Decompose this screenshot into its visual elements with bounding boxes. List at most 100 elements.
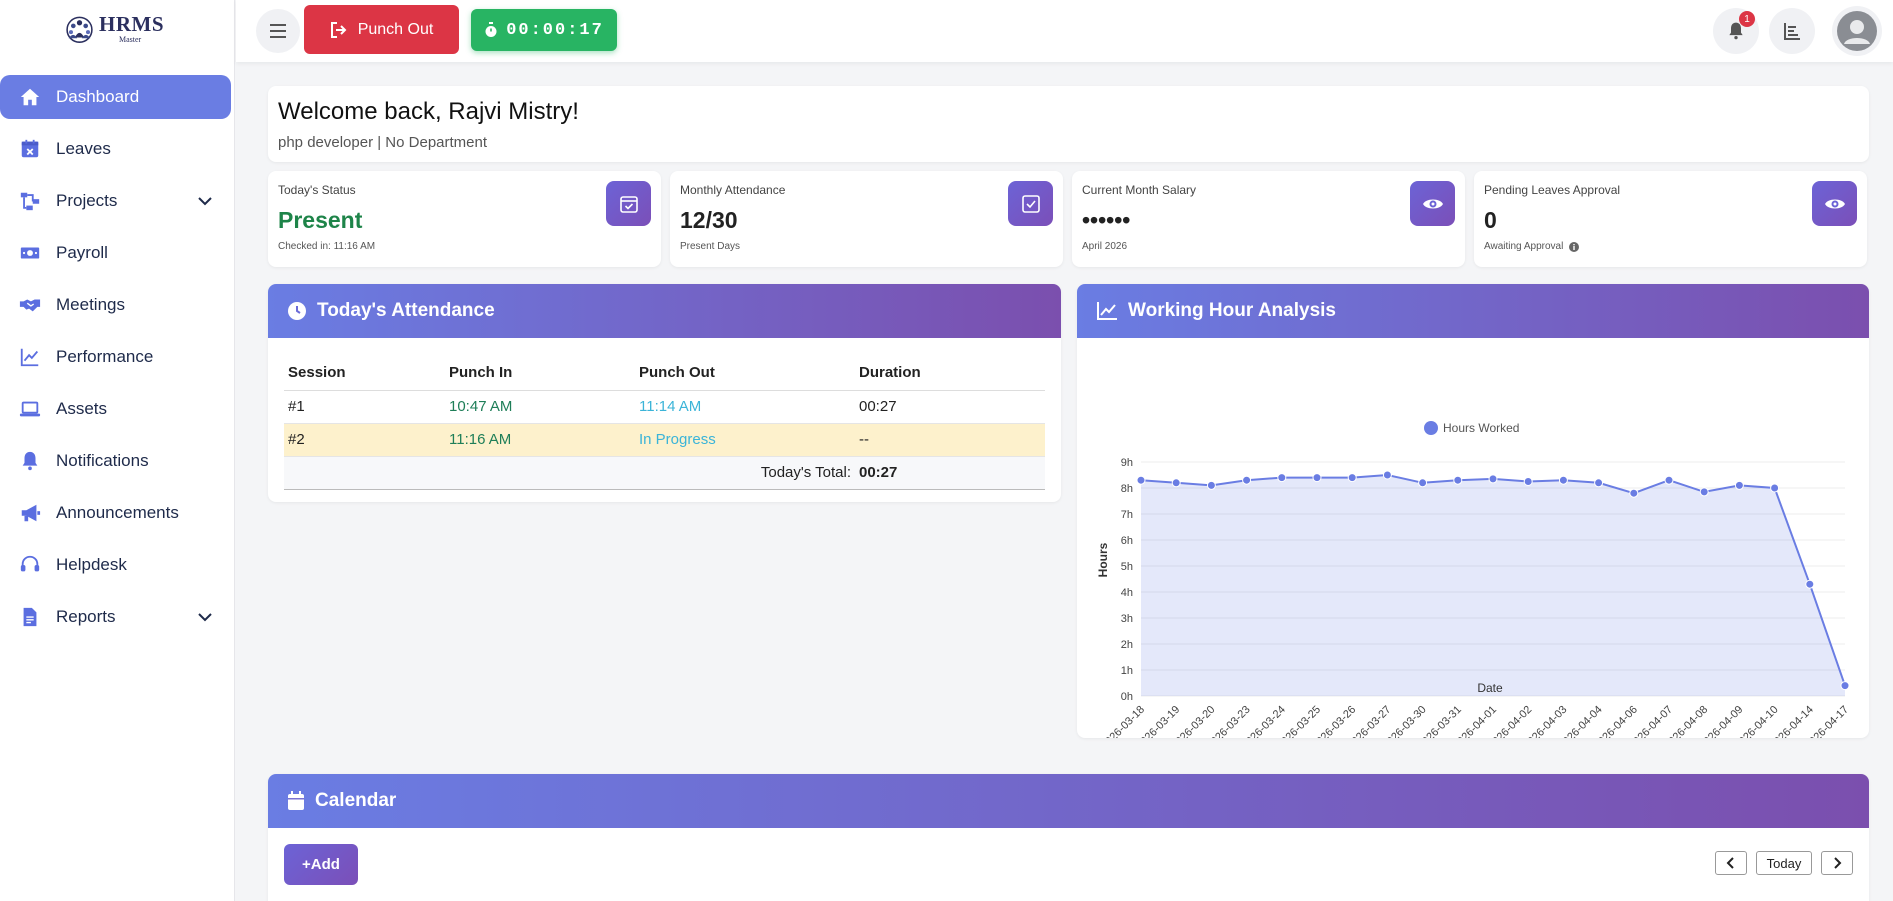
data-point[interactable] [1347, 473, 1357, 483]
working-hour-card: Working Hour Analysis 0h 1h 2h 3h 4h 5h 6h 7h 8h… [1077, 284, 1869, 738]
y-tick-label: 9h [1121, 457, 1133, 469]
menu-toggle-button[interactable] [256, 9, 300, 53]
data-point[interactable] [1523, 477, 1533, 486]
data-point[interactable] [1206, 480, 1216, 490]
data-point[interactable] [1453, 475, 1463, 485]
sidebar-item-notifications[interactable]: Notifications [0, 439, 231, 483]
show-salary-button[interactable] [1410, 181, 1455, 226]
sidebar: HRMS Master Dashboard Leaves [0, 0, 235, 901]
calendar-icon [288, 791, 304, 810]
eye-icon [1422, 199, 1443, 208]
stat-card-current-month-salary: Current Month Salary •••••• April 2026 [1072, 171, 1465, 267]
data-point[interactable] [1594, 478, 1604, 488]
sidebar-item-projects[interactable]: Projects [0, 179, 231, 223]
view-leaves-button[interactable] [1812, 181, 1857, 226]
data-point[interactable] [1277, 473, 1287, 483]
chevron-left-icon [1726, 857, 1734, 869]
welcome-subtitle: php developer | No Department [278, 134, 488, 151]
calendar-next-button[interactable] [1821, 851, 1853, 875]
table-row: #1 10:47 AM 11:14 AM 00:27 [284, 390, 1045, 424]
stat-sub-text: April 2026 [1082, 241, 1128, 252]
welcome-card: Welcome back, Rajvi Mistry! php develope… [268, 86, 1869, 162]
attendance-card-header: Today's Attendance [268, 284, 1061, 338]
data-point[interactable] [1770, 483, 1780, 493]
data-point[interactable] [1558, 475, 1568, 485]
money-bill-icon [18, 241, 42, 265]
calendar-prev-button[interactable] [1715, 851, 1747, 875]
stat-card-pending-leaves: Pending Leaves Approval 0 Awaiting Appro… [1474, 171, 1867, 267]
y-tick-label: 6h [1121, 535, 1133, 547]
cell-duration: 00:27 [855, 390, 1045, 424]
col-header-duration: Duration [855, 362, 1045, 391]
data-point[interactable] [1805, 579, 1815, 589]
sidebar-item-payroll[interactable]: Payroll [0, 231, 231, 275]
stat-card-todays-status: Today's Status Present Checked in: 11:16… [268, 171, 661, 267]
user-avatar[interactable] [1832, 6, 1882, 56]
info-icon[interactable] [1569, 241, 1580, 252]
data-point[interactable] [1629, 488, 1639, 498]
x-axis-label: Date [1477, 681, 1503, 695]
data-point[interactable] [1418, 478, 1428, 488]
y-tick-label: 5h [1121, 561, 1133, 573]
data-point[interactable] [1242, 475, 1252, 485]
sidebar-item-leaves[interactable]: Leaves [0, 127, 231, 171]
data-point[interactable] [1699, 487, 1709, 497]
sidebar-item-performance[interactable]: Performance [0, 335, 231, 379]
sidebar-item-reports[interactable]: Reports [0, 595, 231, 639]
data-point[interactable] [1840, 681, 1850, 691]
clock-icon [288, 302, 306, 320]
sidebar-nav: Dashboard Leaves Projects Payroll [0, 75, 235, 647]
sidebar-item-label: Announcements [56, 503, 179, 522]
stat-sub-text: Awaiting Approval [1484, 241, 1564, 252]
sidebar-item-meetings[interactable]: Meetings [0, 283, 231, 327]
stat-value: 12/30 [680, 207, 738, 233]
notification-count-badge: 1 [1739, 11, 1755, 27]
notifications-button[interactable]: 1 [1713, 8, 1759, 54]
total-value: 00:27 [855, 456, 1045, 490]
sidebar-item-label: Notifications [56, 451, 149, 470]
stat-sub: April 2026 [1082, 241, 1455, 252]
cell-punch-in: 10:47 AM [445, 390, 635, 424]
punch-out-label: Punch Out [357, 20, 434, 38]
y-tick-label: 2h [1121, 639, 1133, 651]
punch-out-button[interactable]: Punch Out [304, 5, 459, 54]
chart-x-ticks: 2026-03-182026-03-192026-03-202026-03-23… [1099, 704, 1851, 738]
sidebar-item-announcements[interactable]: Announcements [0, 491, 231, 535]
data-point[interactable] [1488, 474, 1498, 484]
data-point[interactable] [1312, 473, 1322, 483]
data-point[interactable] [1382, 470, 1392, 480]
brand-logo[interactable]: HRMS Master [64, 8, 164, 50]
chart-y-ticks: 0h 1h 2h 3h 4h 5h 6h 7h 8h 9h [1121, 457, 1133, 703]
chart-legend[interactable]: Hours Worked [1424, 421, 1519, 435]
stat-value-masked-salary: •••••• [1082, 207, 1131, 233]
chart-grid [1141, 461, 1845, 697]
calendar-card: Calendar +Add Today [268, 774, 1869, 901]
add-event-button[interactable]: +Add [284, 844, 358, 885]
calendar-today-button[interactable]: Today [1756, 851, 1812, 875]
bell-icon [1729, 22, 1743, 40]
sidebar-item-label: Performance [56, 347, 154, 366]
eye-icon [1824, 199, 1845, 208]
sidebar-item-assets[interactable]: Assets [0, 387, 231, 431]
y-tick-label: 1h [1121, 665, 1133, 677]
data-point[interactable] [1734, 480, 1744, 490]
analytics-button[interactable] [1769, 8, 1815, 54]
sidebar-item-label: Meetings [56, 295, 125, 314]
attendance-card: Today's Attendance Session Punch In Punc… [268, 284, 1061, 502]
attendance-table: Session Punch In Punch Out Duration #1 1… [284, 362, 1045, 490]
stat-value: 0 [1484, 207, 1497, 233]
data-point[interactable] [1136, 475, 1146, 485]
brand-title: HRMS [99, 12, 164, 36]
topbar: Punch Out 00:00:17 1 [236, 0, 1893, 62]
stopwatch-icon [485, 22, 497, 37]
data-point[interactable] [1171, 478, 1181, 488]
bell-icon [18, 449, 42, 473]
data-point[interactable] [1664, 475, 1674, 485]
sidebar-item-helpdesk[interactable]: Helpdesk [0, 543, 231, 587]
stat-label: Current Month Salary [1082, 183, 1197, 197]
hours-worked-chart: 0h 1h 2h 3h 4h 5h 6h 7h 8h 9h 2026-03-182026-03-1… [1096, 421, 1851, 738]
sidebar-item-label: Reports [56, 607, 116, 626]
calendar-card-header: Calendar [268, 774, 1869, 828]
sidebar-item-dashboard[interactable]: Dashboard [0, 75, 231, 119]
